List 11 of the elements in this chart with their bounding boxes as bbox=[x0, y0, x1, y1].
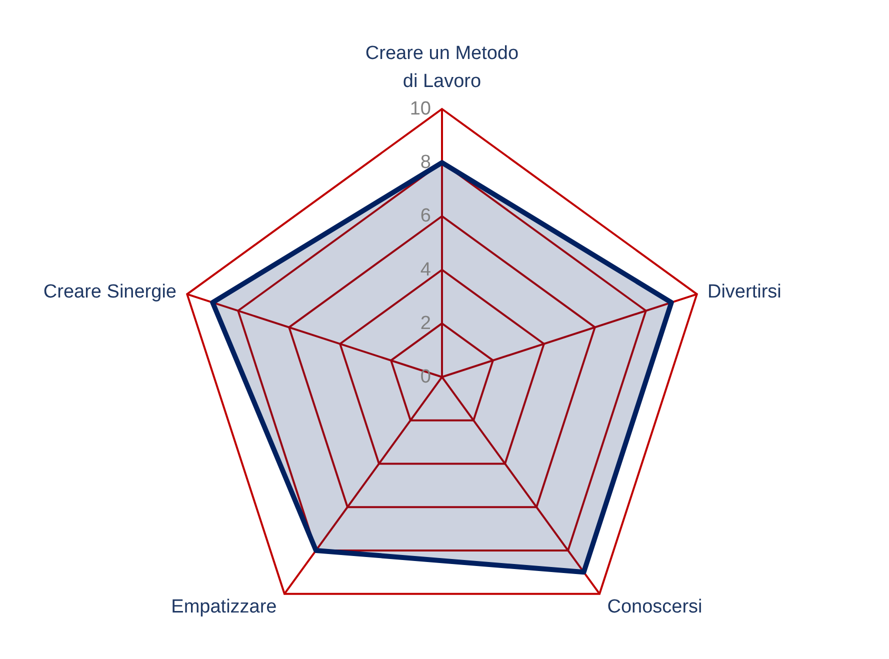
spoke-label: Empatizzare bbox=[171, 596, 277, 617]
y-tick-label: 10 bbox=[410, 98, 431, 120]
spoke-label: Creare Sinergie bbox=[43, 281, 177, 302]
spoke-label: Conoscersi bbox=[607, 596, 702, 617]
y-tick-label: 4 bbox=[420, 259, 432, 280]
y-tick-label: 8 bbox=[420, 152, 431, 174]
y-tick-label: 6 bbox=[420, 206, 431, 227]
y-tick-label: 2 bbox=[420, 312, 431, 334]
spoke-label: Divertirsi bbox=[707, 281, 782, 302]
y-tick-label: 0 bbox=[420, 366, 431, 388]
spoke-label: Creare un Metodo di Lavoro bbox=[365, 42, 519, 92]
